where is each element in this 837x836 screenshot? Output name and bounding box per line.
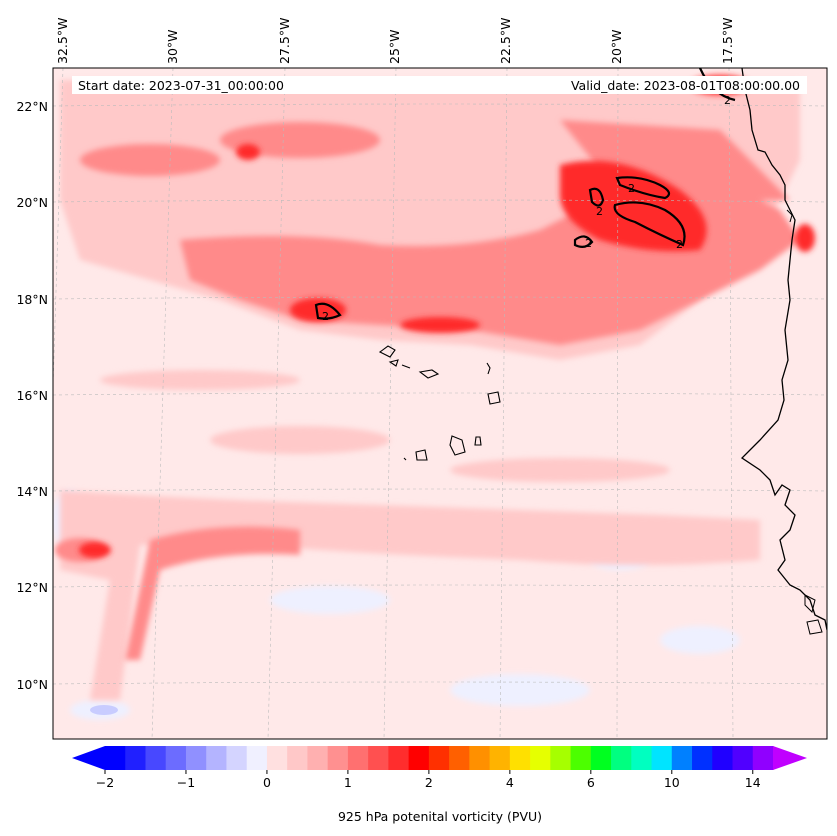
- coast-detail: [786, 209, 793, 223]
- lon-label-20w: 20°W: [609, 29, 624, 64]
- colorbar-cell: [692, 746, 713, 770]
- contour-label: 2: [676, 238, 683, 251]
- colorbar-cell: [408, 746, 430, 770]
- lon-label-30w: 30°W: [165, 29, 180, 64]
- lat-label-16n: 16°N: [16, 388, 48, 403]
- colorbar-cell: [449, 746, 470, 770]
- lat-label-22n: 22°N: [16, 99, 48, 114]
- lon-label-32-5w: 32.5°W: [55, 18, 70, 64]
- colorbar-cell: [590, 746, 612, 770]
- colorbar-tick-label: −2: [96, 775, 114, 790]
- colorbar-tick-label: 6: [587, 775, 595, 790]
- colorbar-cell: [287, 746, 309, 770]
- colorbar-extend-low: [72, 746, 105, 770]
- colorbar-cell: [611, 746, 632, 770]
- contour-label: 2: [724, 94, 731, 107]
- bijagos-islands: [804, 594, 823, 635]
- pv-field-map: 2 2 2 2 2 2 Start date: 2023-07-31_00:00…: [53, 68, 827, 739]
- lon-label-27-5w: 27.5°W: [277, 18, 292, 64]
- start-date-label: Start date: 2023-07-31_00:00:00: [78, 78, 284, 93]
- colorbar-cell: [469, 746, 491, 770]
- valid-date-label: Valid_date: 2023-08-01T08:00:00.00: [571, 78, 800, 93]
- africa-coastline: [740, 68, 827, 631]
- lon-label-25w: 25°W: [387, 29, 402, 64]
- colorbar-tick-label: 0: [263, 775, 271, 790]
- colorbar-cell: [570, 746, 592, 770]
- colorbar-cell: [266, 746, 288, 770]
- lat-label-18n: 18°N: [16, 292, 48, 307]
- contour-label: 2: [596, 205, 603, 218]
- colorbar-cell: [550, 746, 572, 770]
- colorbar-cell: [226, 746, 248, 770]
- colorbar-cell: [509, 746, 531, 770]
- colorbar-extend-high: [773, 746, 807, 770]
- colorbar-cell: [185, 746, 207, 770]
- contour-labels: 2 2 2 2 2 2: [322, 94, 731, 323]
- lat-label-20n: 20°N: [16, 195, 48, 210]
- colorbar-ticks: −2 −1 0 1 2 4 6 10 14: [96, 770, 761, 790]
- colorbar-title: 925 hPa potenital vorticity (PVU): [338, 809, 542, 824]
- colorbar-tick-label: 10: [664, 775, 680, 790]
- colorbar-cell: [125, 746, 147, 770]
- lat-label-14n: 14°N: [16, 484, 48, 499]
- header-strip: [72, 76, 807, 94]
- colorbar-cell: [489, 746, 511, 770]
- colorbar-tick-label: 1: [344, 775, 352, 790]
- contour-label: 2: [585, 237, 592, 250]
- colorbar-cell: [752, 746, 774, 770]
- colorbar: −2 −1 0 1 2 4 6 10 14 925 hPa potenital vorticit…: [72, 746, 807, 824]
- colorbar-cell: [732, 746, 754, 770]
- colorbar-cell: [246, 746, 268, 770]
- colorbar-cell: [347, 746, 369, 770]
- colorbar-tick-label: 2: [425, 775, 433, 790]
- cape-verde-islands: [378, 345, 501, 461]
- negative-pv-core: [90, 705, 118, 715]
- colorbar-cell: [327, 746, 349, 770]
- colorbar-cell: [368, 746, 389, 770]
- graticule: [53, 68, 827, 739]
- colorbar-cell: [307, 746, 329, 770]
- colorbar-cell: [428, 746, 450, 770]
- colorbar-cell: [145, 746, 167, 770]
- contour-label: 2: [628, 182, 635, 195]
- lat-label-12n: 12°N: [16, 580, 48, 595]
- colorbar-cell: [651, 746, 673, 770]
- colorbar-cell: [165, 746, 187, 770]
- lon-label-22-5w: 22.5°W: [498, 18, 513, 64]
- colorbar-tick-label: 14: [745, 775, 761, 790]
- colorbar-cell: [388, 746, 410, 770]
- colorbar-cell: [206, 746, 228, 770]
- colorbar-cell: [105, 746, 126, 770]
- latitude-labels: 22°N 20°N 18°N 16°N 14°N 12°N 10°N: [16, 99, 48, 692]
- colorbar-tick-label: 4: [506, 775, 514, 790]
- lat-label-10n: 10°N: [16, 677, 48, 692]
- colorbar-cell: [631, 746, 653, 770]
- contour-label: 2: [322, 310, 329, 323]
- map-frame: [52, 67, 828, 740]
- longitude-labels: 32.5°W 30°W 27.5°W 25°W 22.5°W 20°W 17.5…: [55, 18, 735, 64]
- colorbar-cell: [530, 746, 551, 770]
- colorbar-cell: [712, 746, 734, 770]
- lon-label-17-5w: 17.5°W: [720, 18, 735, 64]
- colorbar-tick-label: −1: [177, 775, 195, 790]
- colorbar-cell: [671, 746, 693, 770]
- colorbar-cells: [105, 746, 774, 770]
